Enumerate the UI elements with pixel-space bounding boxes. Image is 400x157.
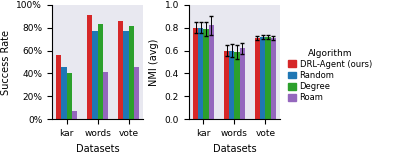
X-axis label: Datasets: Datasets bbox=[212, 144, 256, 154]
Bar bbox=[265, 37, 270, 119]
Bar bbox=[229, 51, 234, 119]
Bar bbox=[67, 73, 72, 119]
Bar bbox=[56, 55, 62, 119]
Bar bbox=[255, 38, 260, 119]
Bar bbox=[270, 38, 276, 119]
Bar bbox=[123, 31, 128, 119]
Bar bbox=[128, 27, 134, 119]
X-axis label: Datasets: Datasets bbox=[76, 144, 120, 154]
Bar bbox=[98, 24, 103, 119]
Bar bbox=[204, 29, 209, 119]
Y-axis label: Success Rate: Success Rate bbox=[1, 30, 11, 95]
Bar bbox=[134, 67, 139, 119]
Bar bbox=[118, 21, 123, 119]
Bar bbox=[193, 28, 198, 119]
Bar bbox=[224, 51, 229, 119]
Bar bbox=[87, 15, 92, 119]
Legend: DRL-Agent (ours), Random, Degree, Roam: DRL-Agent (ours), Random, Degree, Roam bbox=[286, 47, 374, 104]
Bar bbox=[72, 111, 77, 119]
Bar bbox=[209, 25, 214, 119]
Bar bbox=[234, 52, 240, 119]
Bar bbox=[103, 72, 108, 119]
Bar bbox=[240, 48, 245, 119]
Bar bbox=[62, 67, 67, 119]
Y-axis label: NMI (avg): NMI (avg) bbox=[149, 38, 159, 86]
Bar bbox=[198, 28, 204, 119]
Bar bbox=[260, 37, 265, 119]
Bar bbox=[92, 31, 98, 119]
